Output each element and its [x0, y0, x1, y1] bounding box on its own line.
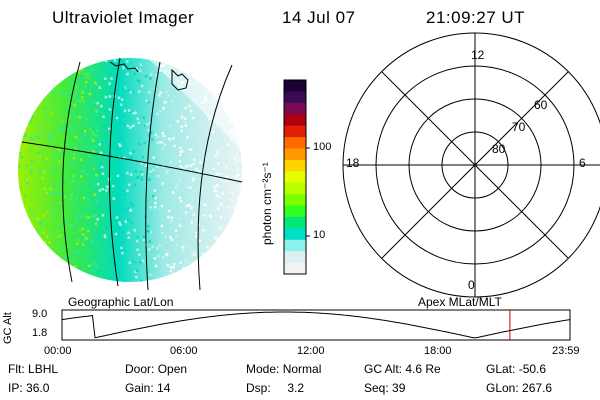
status-mode: Mode: Normal — [246, 362, 322, 376]
mlt-label-12: 12 — [471, 48, 485, 62]
lat-lon-grid — [21, 57, 243, 291]
status-gain: Gain: 14 — [125, 381, 171, 395]
timeline-ytick-min: 1.8 — [32, 327, 48, 339]
instrument-title: Ultraviolet Imager — [52, 8, 195, 27]
colorbar-tick-100: 100 — [313, 141, 332, 153]
geographic-caption: Geographic Lat/Lon — [68, 295, 174, 309]
status-door: Door: Open — [125, 362, 188, 376]
status-glon: GLon: 267.6 — [486, 381, 553, 395]
mlt-label-18: 18 — [346, 156, 360, 170]
polar-plot — [342, 32, 600, 298]
apex-caption: Apex MLat/MLT — [418, 295, 502, 309]
timeline-xtick-2359: 23:59 — [552, 345, 580, 357]
altitude-timeline — [61, 309, 571, 341]
colorbar-tick-10: 10 — [313, 229, 326, 241]
uv-image-disk — [18, 58, 242, 282]
status-seq: Seq: 39 — [364, 381, 406, 395]
timeline-xtick-0000: 00:00 — [44, 345, 72, 357]
status-dsp: Dsp: 3.2 — [246, 381, 305, 395]
mlt-label-0: 0 — [468, 278, 475, 292]
mlat-ring-70: 70 — [512, 120, 526, 134]
coastline — [109, 61, 189, 91]
timeline-xtick-1200: 12:00 — [297, 345, 325, 357]
mlat-ring-60: 60 — [534, 98, 548, 112]
colorbar-unit-label: photon cm⁻²s⁻¹ — [260, 162, 274, 245]
timeline-ylabel: GC Alt — [2, 312, 14, 344]
observation-time: 21:09:27 UT — [426, 8, 526, 27]
mlt-label-6: 6 — [579, 156, 586, 170]
timeline-ytick-max: 9.0 — [32, 308, 48, 320]
timeline-xtick-1800: 18:00 — [424, 345, 452, 357]
status-glat: GLat: -50.6 — [486, 362, 547, 376]
color-bar — [283, 79, 310, 275]
mlat-ring-80: 80 — [492, 142, 506, 156]
status-filter: Flt: LBHL — [8, 362, 59, 376]
timeline-xtick-0600: 06:00 — [170, 345, 198, 357]
status-ip: IP: 36.0 — [8, 381, 50, 395]
status-gc-alt: GC Alt: 4.6 Re — [364, 362, 441, 376]
observation-date: 14 Jul 07 — [282, 8, 356, 27]
